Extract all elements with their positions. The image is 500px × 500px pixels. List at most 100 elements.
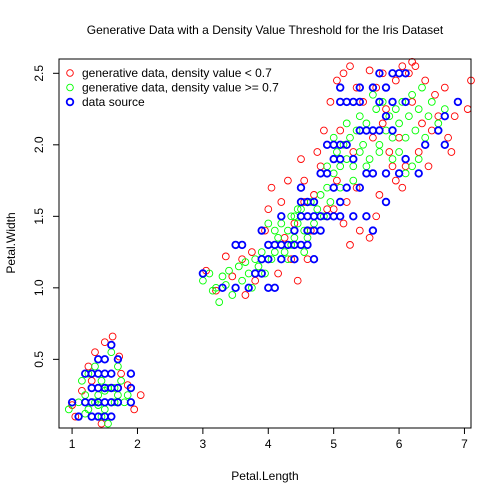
point-series-1 bbox=[385, 112, 394, 121]
point-series-2 bbox=[303, 197, 312, 207]
point-series-0 bbox=[365, 233, 374, 242]
point-series-1 bbox=[372, 105, 381, 113]
point-series-2 bbox=[401, 69, 410, 78]
point-series-1 bbox=[365, 155, 374, 163]
point-series-1 bbox=[375, 148, 384, 156]
point-series-2 bbox=[349, 212, 358, 221]
point-series-1 bbox=[300, 248, 309, 256]
point-series-0 bbox=[401, 162, 410, 171]
point-series-1 bbox=[97, 376, 106, 385]
point-series-2 bbox=[336, 197, 345, 207]
point-series-2 bbox=[381, 83, 391, 92]
legend-entry: generative data, density value >= 0.7 bbox=[82, 81, 279, 95]
point-series-0 bbox=[261, 226, 269, 235]
point-series-2 bbox=[381, 169, 391, 178]
point-series-2 bbox=[270, 283, 279, 292]
point-series-2 bbox=[316, 212, 325, 221]
points-layer bbox=[64, 58, 475, 428]
point-series-1 bbox=[293, 219, 302, 228]
point-series-1 bbox=[104, 419, 112, 428]
point-series-0 bbox=[378, 119, 387, 128]
point-series-0 bbox=[375, 191, 384, 199]
point-series-1 bbox=[378, 98, 387, 106]
point-series-0 bbox=[287, 255, 296, 264]
point-series-2 bbox=[375, 126, 384, 135]
legend: generative data, density value < 0.7gene… bbox=[65, 66, 279, 109]
x-tick-label: 6 bbox=[396, 437, 403, 451]
point-series-1 bbox=[280, 248, 289, 256]
point-series-1 bbox=[248, 283, 256, 292]
point-series-1 bbox=[388, 155, 397, 163]
point-series-2 bbox=[218, 283, 227, 292]
point-series-1 bbox=[84, 369, 93, 378]
legend-symbol bbox=[66, 69, 74, 77]
point-series-2 bbox=[198, 269, 208, 278]
point-series-0 bbox=[323, 205, 331, 214]
point-series-2 bbox=[336, 83, 345, 92]
y-tick-label: 2.0 bbox=[32, 136, 46, 153]
point-series-0 bbox=[71, 412, 80, 421]
point-series-2 bbox=[322, 169, 332, 178]
point-series-0 bbox=[264, 205, 273, 214]
point-series-0 bbox=[447, 148, 456, 156]
point-series-0 bbox=[320, 126, 328, 135]
point-series-1 bbox=[388, 133, 397, 142]
point-series-1 bbox=[293, 205, 302, 214]
point-series-1 bbox=[329, 133, 338, 142]
point-series-0 bbox=[463, 105, 472, 113]
point-series-0 bbox=[355, 226, 364, 235]
y-axis-label: Petal.Width bbox=[4, 212, 18, 273]
point-series-1 bbox=[287, 241, 296, 249]
point-series-1 bbox=[310, 219, 318, 228]
point-series-2 bbox=[355, 83, 364, 92]
point-series-1 bbox=[107, 348, 116, 357]
point-series-0 bbox=[267, 183, 276, 192]
point-series-2 bbox=[87, 412, 96, 421]
point-series-1 bbox=[254, 262, 263, 271]
point-series-0 bbox=[316, 162, 325, 171]
point-series-0 bbox=[405, 69, 413, 78]
x-tick-label: 5 bbox=[330, 437, 337, 451]
point-series-1 bbox=[270, 226, 279, 235]
point-series-2 bbox=[113, 398, 123, 407]
point-series-2 bbox=[107, 340, 116, 350]
point-series-1 bbox=[97, 412, 106, 421]
y-axis: 0.5 1.0 1.5 2.0 2.5 bbox=[32, 65, 59, 368]
chart-title: Generative Data with a Density Value Thr… bbox=[87, 23, 444, 37]
point-series-0 bbox=[365, 66, 374, 75]
point-series-1 bbox=[208, 286, 217, 295]
point-series-1 bbox=[300, 226, 309, 235]
legend-entry: data source bbox=[82, 95, 145, 109]
point-series-2 bbox=[440, 111, 449, 121]
point-series-1 bbox=[408, 90, 416, 99]
point-series-2 bbox=[355, 97, 364, 107]
point-series-2 bbox=[290, 226, 299, 235]
legend-symbol bbox=[66, 83, 74, 92]
point-series-2 bbox=[107, 369, 116, 378]
point-series-2 bbox=[322, 140, 332, 149]
point-series-1 bbox=[257, 248, 266, 256]
point-series-2 bbox=[349, 154, 358, 164]
point-series-0 bbox=[91, 348, 99, 357]
point-series-0 bbox=[87, 376, 96, 385]
point-series-0 bbox=[450, 112, 459, 121]
point-series-1 bbox=[326, 198, 335, 206]
point-series-0 bbox=[369, 133, 377, 142]
point-series-1 bbox=[323, 183, 331, 192]
point-series-2 bbox=[434, 126, 443, 135]
x-axis: 1 2 3 4 5 6 7 bbox=[69, 428, 468, 451]
point-series-2 bbox=[401, 97, 410, 107]
point-series-0 bbox=[372, 83, 381, 92]
point-series-0 bbox=[391, 76, 400, 85]
point-series-1 bbox=[303, 233, 312, 242]
point-series-1 bbox=[267, 255, 276, 264]
point-series-1 bbox=[434, 119, 443, 128]
point-series-1 bbox=[91, 362, 99, 371]
point-series-2 bbox=[401, 154, 410, 164]
point-series-2 bbox=[381, 111, 391, 121]
point-series-1 bbox=[225, 266, 233, 275]
point-series-1 bbox=[440, 105, 449, 113]
point-series-1 bbox=[408, 162, 416, 171]
point-series-0 bbox=[352, 83, 361, 92]
point-series-1 bbox=[277, 219, 286, 228]
